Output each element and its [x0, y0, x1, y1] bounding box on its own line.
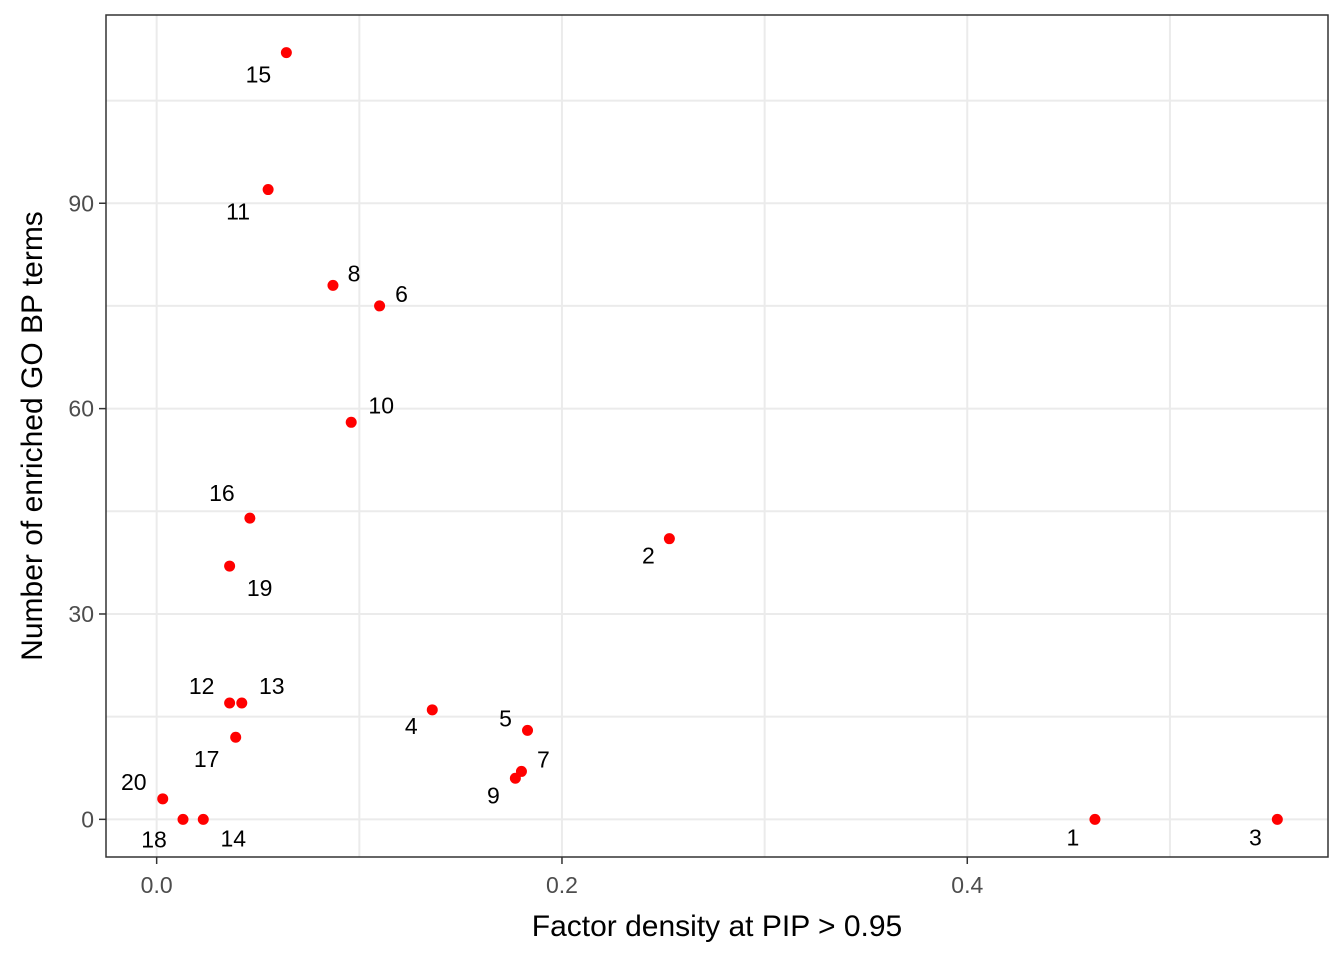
data-point-5: [522, 724, 534, 736]
y-tick-label: 60: [68, 396, 94, 422]
plot-panel-border: [105, 14, 1329, 858]
point-label-4: 4: [405, 713, 418, 739]
point-label-12: 12: [189, 673, 215, 699]
data-point-3: [1271, 813, 1283, 825]
data-point-13: [236, 697, 248, 709]
data-point-1: [1089, 813, 1101, 825]
point-label-18: 18: [141, 826, 167, 852]
data-point-8: [327, 279, 339, 291]
point-label-15: 15: [246, 62, 272, 88]
data-point-2: [663, 533, 675, 545]
point-label-20: 20: [121, 769, 147, 795]
point-label-5: 5: [499, 705, 512, 731]
data-point-14: [197, 813, 209, 825]
data-point-11: [262, 184, 274, 196]
data-point-17: [230, 731, 242, 743]
point-label-19: 19: [247, 575, 273, 601]
point-label-14: 14: [220, 825, 246, 851]
point-label-10: 10: [368, 392, 394, 418]
point-label-11: 11: [226, 199, 250, 225]
point-label-7: 7: [537, 746, 550, 772]
data-points: [157, 47, 1283, 825]
y-tick-label: 30: [68, 601, 94, 627]
point-label-6: 6: [395, 281, 408, 307]
data-point-20: [157, 793, 169, 805]
point-label-3: 3: [1249, 824, 1262, 850]
point-label-17: 17: [194, 746, 220, 772]
point-label-8: 8: [348, 260, 361, 286]
data-point-6: [374, 300, 386, 312]
grid-lines: [106, 15, 1328, 857]
x-axis-title: Factor density at PIP > 0.95: [532, 910, 903, 943]
data-point-16: [244, 512, 256, 524]
data-point-19: [224, 560, 236, 572]
point-label-9: 9: [487, 782, 500, 808]
point-label-2: 2: [642, 543, 655, 569]
x-tick-label: 0.4: [951, 872, 983, 898]
x-tick-label: 0.0: [141, 872, 173, 898]
point-label-13: 13: [259, 673, 285, 699]
y-axis-title: Number of enriched GO BP terms: [16, 211, 49, 661]
point-label-16: 16: [209, 480, 235, 506]
data-point-18: [177, 813, 189, 825]
data-point-12: [224, 697, 236, 709]
x-tick-label: 0.2: [546, 872, 578, 898]
data-point-10: [345, 416, 357, 428]
y-tick-label: 0: [81, 806, 94, 832]
y-tick-label: 90: [68, 190, 94, 216]
data-point-9: [509, 772, 521, 784]
point-label-1: 1: [1067, 824, 1080, 850]
axis-ticks: 0.0 0.2 0.4 0 30 60 90: [68, 190, 983, 898]
data-point-15: [280, 47, 292, 59]
data-point-4: [426, 704, 438, 716]
